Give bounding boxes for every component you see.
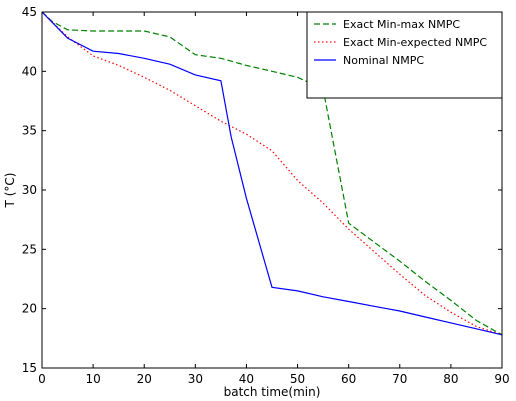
series-layer [41, 11, 503, 336]
y-tick-label: 20 [22, 302, 37, 316]
x-tick-label: 10 [85, 372, 100, 386]
series-line-1 [41, 11, 503, 336]
x-tick-label: 60 [341, 372, 356, 386]
x-tick-label: 70 [392, 372, 407, 386]
x-tick-label: 80 [443, 372, 458, 386]
y-tick-label: 15 [22, 361, 37, 375]
y-axis-label: T (°C) [3, 173, 17, 209]
x-tick-label: 0 [38, 372, 46, 386]
x-tick-label: 30 [188, 372, 203, 386]
legend-box [306, 11, 503, 99]
x-axis: 0 10 20 30 40 50 60 70 80 90 [38, 12, 510, 386]
x-tick-label: 40 [239, 372, 254, 386]
x-tick-label: 50 [290, 372, 305, 386]
legend: Exact Min-max NMPC Exact Min-expected NMP… [306, 11, 503, 99]
y-tick-label: 30 [22, 183, 37, 197]
legend-label: Exact Min-max NMPC [343, 18, 460, 31]
series-line-3 [41, 11, 503, 336]
x-tick-label: 20 [137, 372, 152, 386]
y-tick-label: 35 [22, 124, 37, 138]
y-tick-label: 45 [22, 5, 37, 19]
y-tick-label: 40 [22, 64, 37, 78]
legend-label: Nominal NMPC [343, 54, 424, 67]
y-tick-label: 25 [22, 242, 37, 256]
legend-label: Exact Min-expected NMPC [343, 36, 487, 49]
x-axis-label: batch time(min) [224, 385, 321, 399]
x-tick-label: 90 [494, 372, 509, 386]
y-axis: 15 20 25 30 35 40 45 [22, 5, 502, 375]
